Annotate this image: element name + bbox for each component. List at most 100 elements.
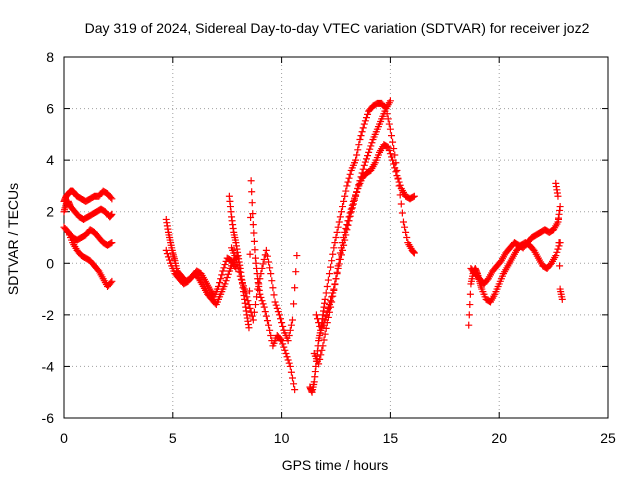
y-tick-label: 8 <box>46 49 54 65</box>
data-point <box>162 246 170 254</box>
interp-point <box>267 331 275 339</box>
interp-point <box>328 257 336 265</box>
data-point <box>352 156 360 164</box>
interp-point <box>278 319 286 327</box>
interp-point <box>237 275 245 283</box>
interp-point <box>242 289 250 297</box>
data-point <box>245 324 253 332</box>
interp-point <box>354 146 362 154</box>
interp-point <box>323 308 331 316</box>
data-point <box>384 143 392 151</box>
series-arc-2b <box>162 246 240 301</box>
interp-point <box>331 239 339 247</box>
interp-point <box>355 181 363 189</box>
interp-point <box>362 155 370 163</box>
interp-point <box>287 368 295 376</box>
interp-point <box>345 174 353 182</box>
data-point <box>356 177 364 185</box>
interp-point <box>272 301 280 309</box>
data-point <box>399 218 407 226</box>
interp-point <box>387 153 395 161</box>
data-point <box>365 148 373 156</box>
interp-point <box>402 228 410 236</box>
data-point <box>321 295 329 303</box>
data-point <box>552 252 560 260</box>
data-point <box>465 321 473 329</box>
interp-point <box>553 248 561 256</box>
interp-point <box>395 178 403 186</box>
chart-title: Day 319 of 2024, Sidereal Day-to-day VTE… <box>85 20 590 36</box>
interp-point <box>246 250 254 258</box>
interp-point <box>279 340 287 348</box>
interp-point <box>279 322 287 330</box>
data-point <box>334 264 342 272</box>
series-arc-4 <box>306 99 418 396</box>
data-point <box>334 223 342 231</box>
interp-point <box>390 145 398 153</box>
interp-point <box>332 275 340 283</box>
interp-point <box>397 200 405 208</box>
interp-point <box>361 117 369 125</box>
data-point <box>286 362 294 370</box>
interp-point <box>269 284 277 292</box>
interp-point <box>107 239 115 247</box>
interp-point <box>216 279 224 287</box>
interp-point <box>362 114 370 122</box>
data-point <box>108 195 116 203</box>
interp-point <box>250 237 258 245</box>
interp-point <box>341 192 349 200</box>
interp-point <box>259 260 267 268</box>
interp-point <box>240 282 248 290</box>
interp-point <box>317 351 325 359</box>
data-point <box>556 203 564 211</box>
interp-point <box>290 300 298 308</box>
interp-point <box>260 255 268 263</box>
interp-point <box>244 297 252 305</box>
data-point <box>360 120 368 128</box>
data-point <box>254 285 262 293</box>
data-point <box>325 301 333 309</box>
data-point <box>558 295 566 303</box>
interp-point <box>366 145 374 153</box>
data-point <box>108 277 116 285</box>
interp-point <box>357 173 365 181</box>
interp-point <box>355 141 363 149</box>
interp-point <box>359 124 367 132</box>
interp-point <box>344 221 352 229</box>
data-point <box>108 239 116 247</box>
data-point <box>410 192 418 200</box>
interp-point <box>246 287 254 295</box>
interp-point <box>253 293 261 301</box>
interp-point <box>341 236 349 244</box>
interp-point <box>248 188 256 196</box>
interp-point <box>246 304 254 312</box>
interp-point <box>107 194 115 202</box>
interp-point <box>266 326 274 334</box>
data-point <box>271 298 279 306</box>
interp-point <box>223 273 231 281</box>
series-arc-1b <box>60 197 116 223</box>
interp-point <box>243 293 251 301</box>
interp-point <box>358 169 366 177</box>
interp-point <box>248 199 256 207</box>
interp-point <box>329 250 337 258</box>
interp-point <box>348 204 356 212</box>
y-tick-label: 6 <box>46 101 54 117</box>
data-point <box>410 249 418 257</box>
interp-point <box>288 374 296 382</box>
interp-point <box>337 208 345 216</box>
data-point <box>278 337 286 345</box>
interp-point <box>220 264 228 272</box>
interp-point <box>335 260 343 268</box>
interp-point <box>221 261 229 269</box>
y-axis-label: SDTVAR / TECUs <box>5 183 21 295</box>
data-point <box>360 161 368 169</box>
interp-point <box>340 241 348 249</box>
plot-frame <box>63 56 609 419</box>
interp-point <box>466 301 474 309</box>
interp-point <box>318 346 326 354</box>
interp-point <box>292 268 300 276</box>
interp-point <box>367 142 375 150</box>
x-tick-label: 15 <box>383 430 399 446</box>
interp-point <box>322 289 330 297</box>
